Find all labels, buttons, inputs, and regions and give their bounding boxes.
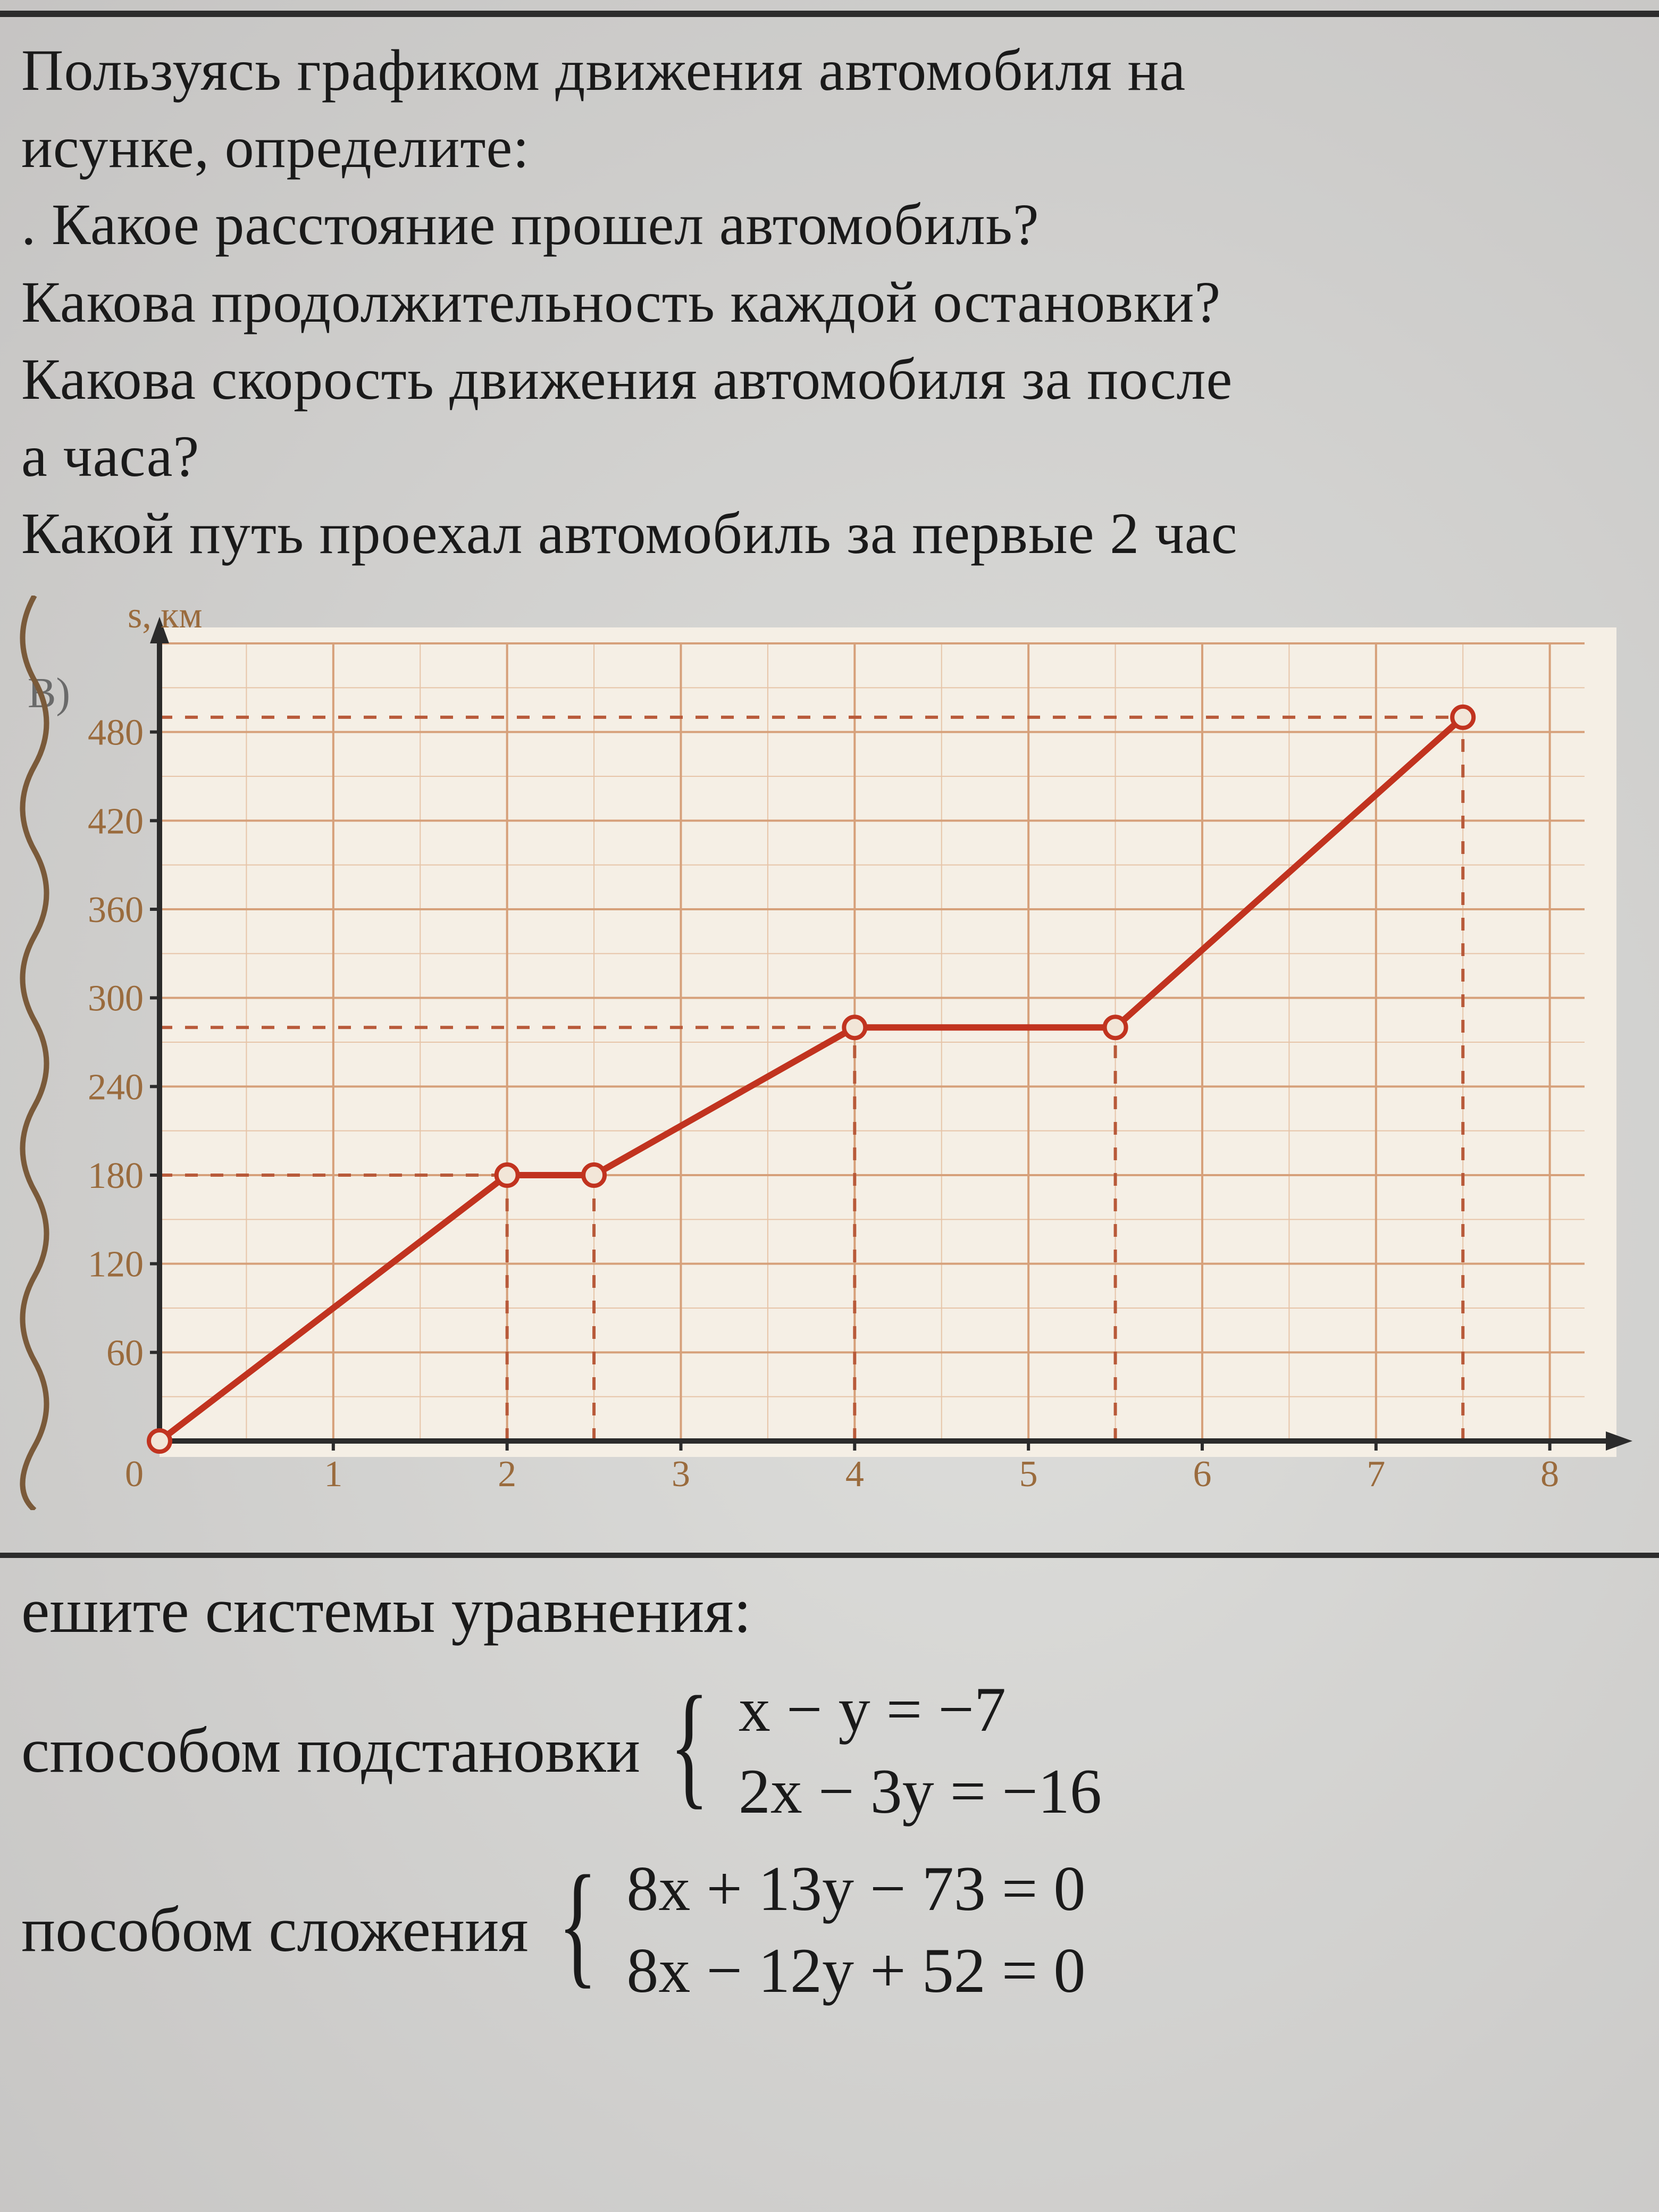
motion-chart: s, км 60 120 180 240 300 360 420 480 0 1 2 3 4 5 6 7 8 B) [21, 596, 1638, 1510]
system-label: способом подстановки [21, 1714, 640, 1787]
svg-text:60: 60 [106, 1333, 144, 1373]
system-label: пособом сложения [21, 1893, 529, 1966]
problem-line: а часа? [21, 418, 1638, 495]
svg-text:2: 2 [498, 1454, 516, 1495]
brace-icon: { [669, 1693, 709, 1797]
svg-text:7: 7 [1367, 1454, 1385, 1495]
svg-text:B): B) [28, 670, 70, 717]
problem-line: Какова продолжительность каждой остановк… [21, 264, 1638, 341]
svg-text:8: 8 [1540, 1454, 1559, 1495]
system-row-addition: пособом сложения { 8x + 13y − 73 = 0 8x … [0, 1848, 1659, 2011]
svg-text:360: 360 [88, 890, 144, 931]
svg-text:6: 6 [1193, 1454, 1211, 1495]
svg-text:240: 240 [88, 1067, 144, 1108]
svg-text:120: 120 [88, 1244, 144, 1285]
svg-text:0: 0 [125, 1454, 144, 1495]
problem-line: Какой путь проехал автомобиль за первые … [21, 495, 1638, 572]
svg-text:1: 1 [324, 1454, 342, 1495]
equations-block: ешите системы уравнения: способом подста… [0, 1574, 1659, 2027]
svg-text:s, км: s, км [128, 596, 203, 636]
svg-text:4: 4 [845, 1454, 864, 1495]
problem-line: Пользуясь графиком движения автомобиля н… [21, 32, 1638, 109]
problem-line: исунке, определите: [21, 109, 1638, 186]
problem-text-block: Пользуясь графиком движения автомобиля н… [0, 21, 1659, 572]
equations-title: ешите системы уравнения: [0, 1574, 1659, 1647]
chart-svg: s, км 60 120 180 240 300 360 420 480 0 1 2 3 4 5 6 7 8 B) [21, 596, 1638, 1510]
svg-text:420: 420 [88, 801, 144, 842]
system-equations: 8x + 13y − 73 = 0 8x − 12y + 52 = 0 [626, 1848, 1085, 2011]
system-equations: x − y = −7 2x − 3y = −16 [739, 1669, 1102, 1832]
equation-line: x − y = −7 [739, 1669, 1102, 1750]
svg-text:300: 300 [88, 978, 144, 1019]
brace-icon: { [558, 1872, 598, 1976]
page: Пользуясь графиком движения автомобиля н… [0, 0, 1659, 2212]
svg-text:5: 5 [1019, 1454, 1038, 1495]
system-row-substitution: способом подстановки { x − y = −7 2x − 3… [0, 1669, 1659, 1832]
equation-line: 2x − 3y = −16 [739, 1750, 1102, 1832]
problem-line: Какова скорость движения автомобиля за п… [21, 341, 1638, 418]
svg-text:3: 3 [672, 1454, 690, 1495]
equation-line: 8x − 12y + 52 = 0 [626, 1930, 1085, 2012]
top-horizontal-rule [0, 11, 1659, 17]
svg-text:180: 180 [88, 1155, 144, 1196]
svg-text:480: 480 [88, 713, 144, 753]
problem-line: . Какое расстояние прошел автомобиль? [21, 186, 1638, 263]
equation-line: 8x + 13y − 73 = 0 [626, 1848, 1085, 1930]
mid-horizontal-rule [0, 1553, 1659, 1558]
